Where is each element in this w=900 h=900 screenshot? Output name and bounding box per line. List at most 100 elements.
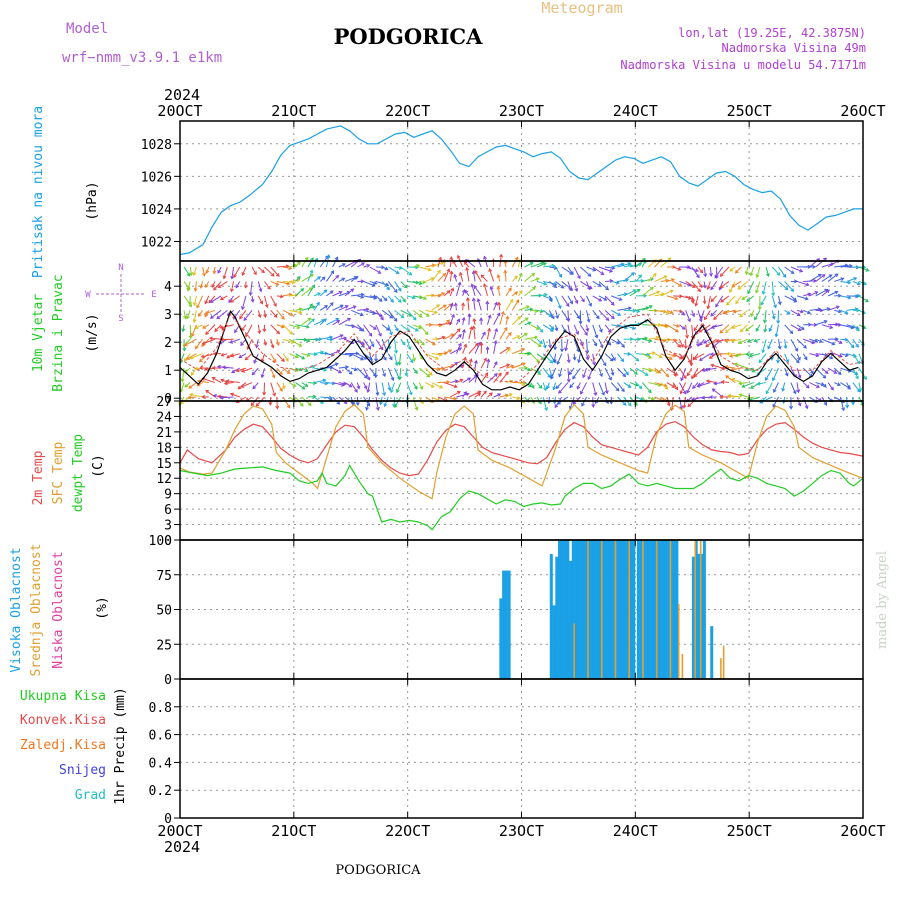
wind-arrow-head — [696, 383, 701, 388]
wind-arrow — [790, 382, 797, 394]
wind-arrow-head — [209, 315, 214, 319]
wind-arrow — [617, 382, 625, 392]
wind-arrow — [561, 295, 570, 307]
wind-arrow-head — [638, 274, 642, 279]
wind-arrow — [815, 338, 823, 343]
wind-arrow-head — [471, 325, 476, 330]
panel-frames — [179, 120, 864, 819]
wind-ytick-label: 1 — [164, 364, 172, 379]
wind-arrow-head — [735, 300, 739, 305]
wind-arrow-head — [699, 342, 703, 346]
wind-arrow-head — [585, 356, 590, 361]
wind-arrow — [412, 324, 422, 329]
wind-arrow — [604, 382, 608, 394]
wind-arrow-head — [784, 286, 789, 291]
pressure-ytick-label: 1024 — [141, 203, 172, 218]
wind-arrow — [572, 367, 581, 379]
high-cloud-bar — [694, 540, 698, 679]
wind-arrow — [840, 353, 849, 357]
footer-title: PODGORICA — [335, 863, 421, 878]
wind-ylabel-line2: Brzina i Pravac — [51, 274, 66, 391]
wind-arrow — [536, 324, 543, 333]
wind-arrow-head — [471, 297, 476, 302]
wind-arrow — [264, 295, 268, 308]
wind-arrow — [431, 367, 440, 371]
wind-arrow-head — [213, 286, 217, 291]
wind-arrow-head — [470, 283, 475, 288]
wind-arrow — [276, 382, 283, 392]
wind-arrow-head — [552, 386, 557, 391]
wind-arrow — [592, 338, 598, 346]
wind-arrow-head — [609, 400, 614, 405]
wind-arrow — [567, 266, 574, 275]
wind-arrow — [771, 310, 775, 319]
x-tick-label-bottom: 22OCT — [385, 822, 430, 840]
wind-arrow-head — [465, 297, 470, 301]
wind-arrow-head — [459, 378, 464, 383]
wind-arrow-head — [472, 317, 477, 322]
wind-arrow-head — [566, 378, 571, 383]
wind-arrow — [319, 276, 326, 282]
wind-arrow-head — [281, 315, 285, 320]
wind-arrow — [747, 338, 754, 343]
wind-arrow-head — [473, 285, 478, 289]
wind-arrow — [480, 372, 489, 383]
wind-arrow-head — [719, 394, 724, 399]
wind-arrow — [592, 324, 598, 338]
wind-arrow — [567, 295, 573, 304]
wind-arrow — [796, 367, 801, 378]
wind-arrow-head — [307, 402, 312, 407]
wind-arrow-head — [835, 305, 840, 310]
wind-arrow — [223, 266, 228, 279]
mid-cloud-bar — [681, 653, 684, 679]
wind-ytick-label: 4 — [164, 280, 172, 295]
wind-arrow — [755, 324, 761, 332]
wind-arrow-head — [239, 315, 243, 320]
wind-arrow-head — [434, 310, 438, 315]
wind-arrow-head — [395, 389, 400, 394]
wind-arrow-head — [190, 372, 195, 376]
wind-arrow — [202, 324, 210, 329]
wind-arrow-head — [508, 287, 512, 292]
wind-arrow — [735, 295, 742, 304]
wind-arrow — [623, 272, 635, 282]
wind-arrow-head — [279, 387, 283, 392]
wind-arrow — [762, 281, 767, 295]
wind-arrow-head — [790, 288, 795, 293]
wind-arrow-head — [693, 356, 698, 360]
wind-arrow — [846, 338, 855, 348]
wind-arrow-head — [306, 338, 311, 343]
wind-arrow — [617, 307, 632, 311]
wind-arrow-head — [500, 310, 505, 315]
wind-arrow — [418, 382, 423, 390]
wind-arrow — [530, 261, 544, 268]
wind-arrow-head — [382, 392, 387, 397]
wind-arrow-head — [683, 345, 688, 350]
wind-arrow-head — [689, 362, 694, 367]
wind-arrow — [611, 280, 619, 284]
wind-arrow-head — [188, 385, 193, 389]
wind-arrow — [412, 280, 422, 285]
axes-layer: 1022102410261028012340369121518212427025… — [141, 102, 886, 840]
wind-arrow — [295, 353, 305, 360]
wind-arrow-head — [334, 256, 339, 261]
high-cloud-bar — [691, 556, 695, 679]
wind-arrow-head — [558, 274, 562, 278]
wind-arrow-head — [833, 370, 838, 374]
wind-arrow — [437, 273, 446, 282]
wind-arrow — [524, 262, 534, 268]
wind-arrow-head — [482, 331, 486, 336]
wind-arrow — [747, 396, 761, 401]
wind-arrow-head — [219, 395, 224, 400]
wind-arrow-head — [680, 355, 685, 360]
wind-arrow — [228, 295, 234, 303]
temperature-series-0 — [179, 420, 864, 477]
wind-arrow-head — [324, 381, 329, 386]
wind-arrow — [214, 324, 222, 332]
wind-arrow-head — [352, 305, 357, 310]
wind-arrow-head — [760, 301, 765, 306]
wind-arrow — [387, 339, 391, 350]
wind-arrow-head — [498, 372, 502, 377]
wind-arrow — [517, 290, 523, 297]
wind-arrow — [243, 310, 253, 321]
